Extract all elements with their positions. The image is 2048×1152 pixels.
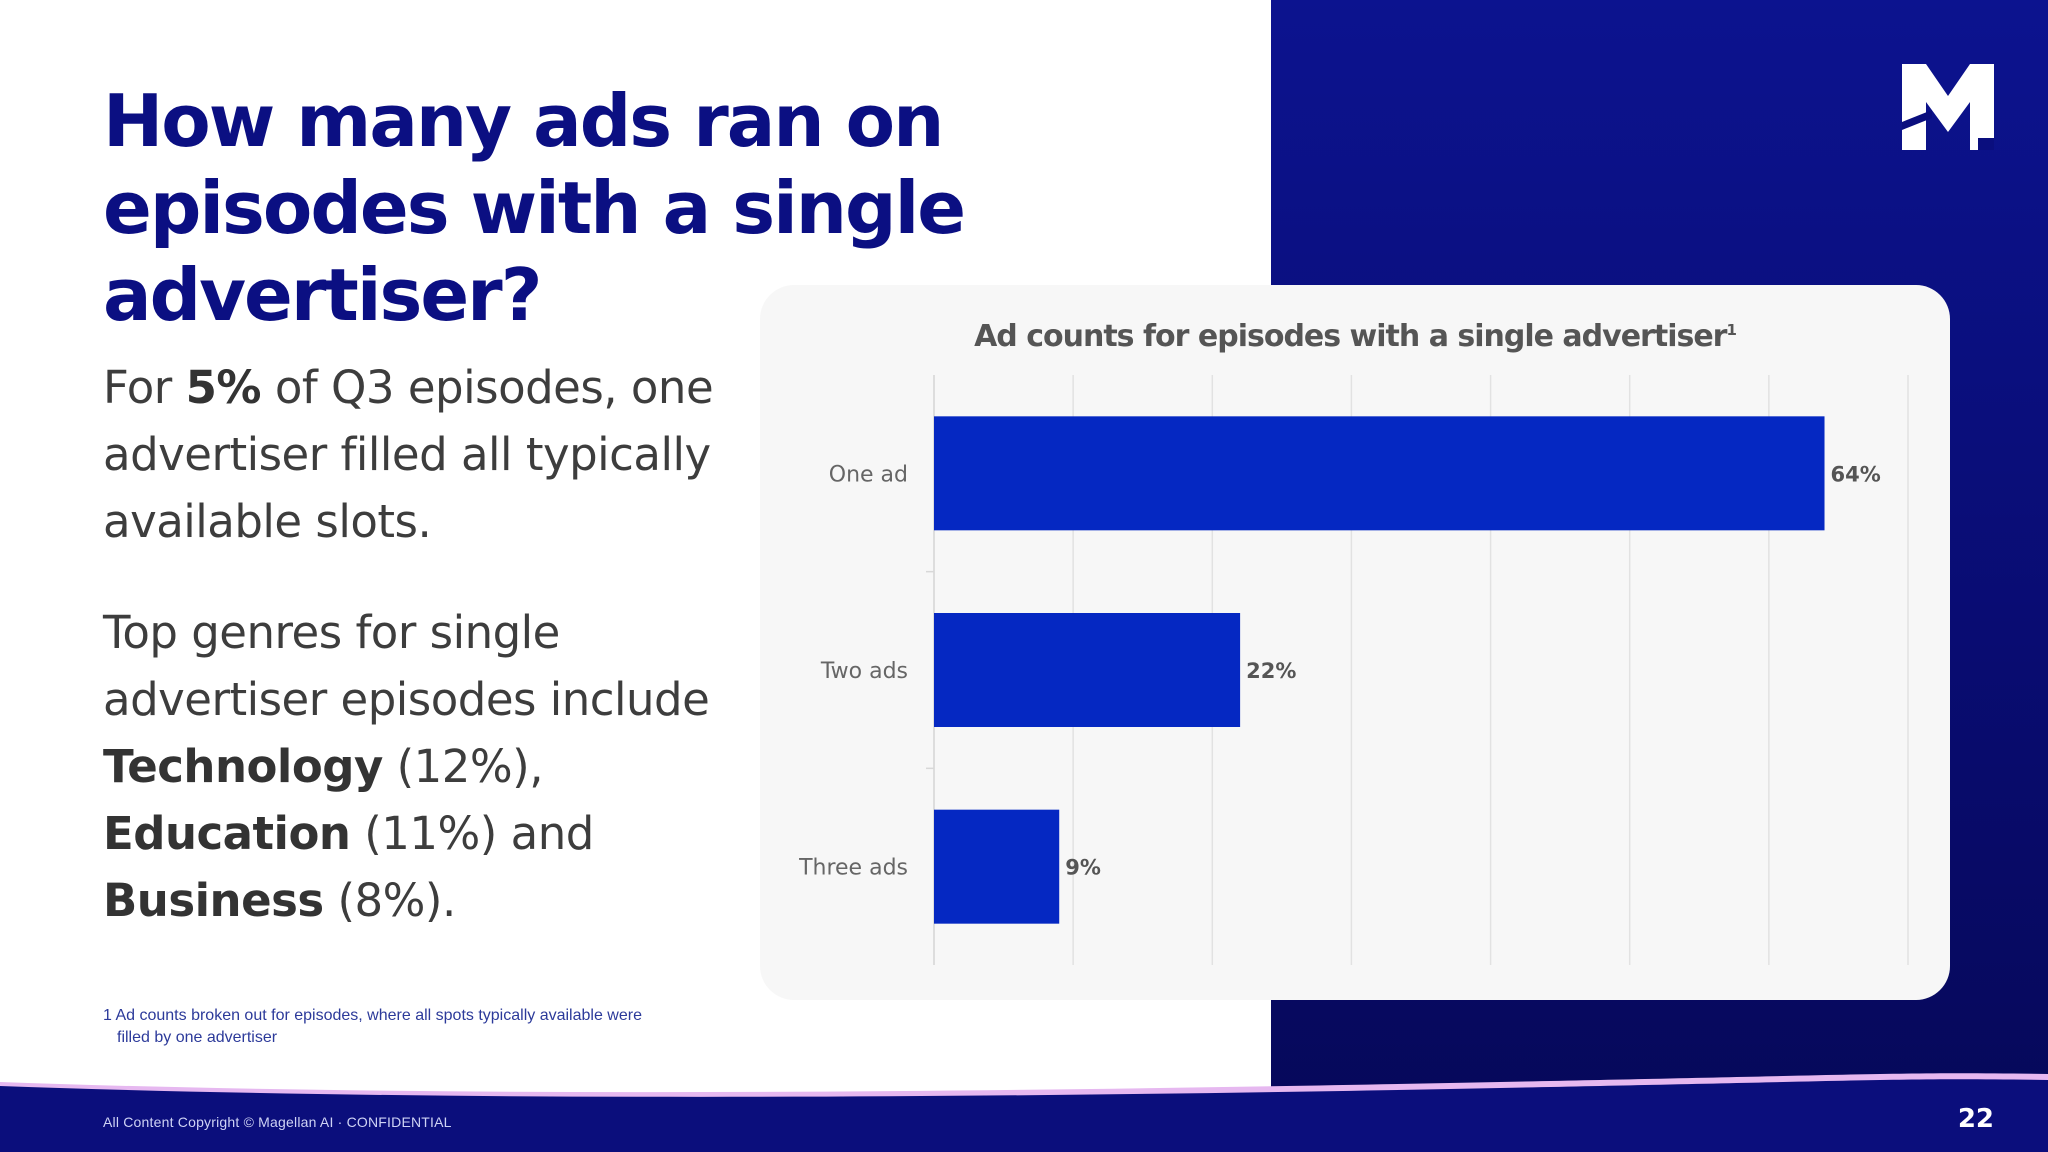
- chart-title: Ad counts for episodes with a single adv…: [974, 319, 1737, 354]
- genre-technology: Technology: [103, 740, 383, 793]
- bar: [934, 416, 1825, 531]
- category-label: Two ads: [820, 659, 908, 684]
- category-label: Three ads: [798, 856, 908, 881]
- genres-paragraph: Top genres for single advertiser episode…: [103, 606, 710, 927]
- genre-education: Education: [103, 807, 351, 860]
- bar-value-label: 22%: [1246, 659, 1296, 683]
- magellan-logo-icon: [1902, 64, 1994, 150]
- bar-value-label: 9%: [1065, 856, 1101, 880]
- chart-title-footnote-marker: 1: [1726, 321, 1736, 339]
- highlight-percent: 5%: [185, 361, 262, 414]
- copyright-notice: All Content Copyright © Magellan AI · CO…: [103, 1114, 452, 1130]
- page-title: How many ads ran on episodes with a sing…: [103, 79, 966, 337]
- bar: [934, 613, 1241, 727]
- footnote-line-1: 1 Ad counts broken out for episodes, whe…: [103, 1007, 642, 1024]
- footnote-line-2: filled by one advertiser: [117, 1029, 278, 1046]
- footnote: 1 Ad counts broken out for episodes, whe…: [103, 1005, 703, 1049]
- bar: [934, 809, 1060, 924]
- genre-business: Business: [103, 874, 324, 927]
- page-number: 22: [1957, 1104, 1994, 1134]
- bottom-wave-band: [0, 1073, 2048, 1152]
- chart-card: Ad counts for episodes with a single adv…: [760, 285, 1950, 1000]
- summary-paragraph: For 5% of Q3 episodes, one advertiser fi…: [103, 361, 714, 548]
- bar-chart: One ad 64% Two ads 22% Three ads 9%: [798, 375, 1909, 965]
- bar-value-label: 64%: [1831, 462, 1881, 486]
- category-label: One ad: [829, 462, 908, 487]
